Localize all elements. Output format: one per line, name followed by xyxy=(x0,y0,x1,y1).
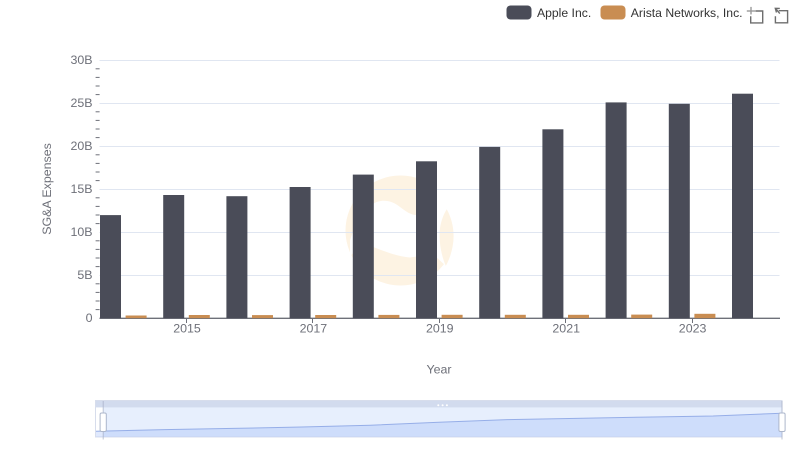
svg-text:2017: 2017 xyxy=(300,322,328,336)
svg-text:Apple Inc.: Apple Inc. xyxy=(537,6,591,20)
svg-text:15B: 15B xyxy=(70,182,92,196)
svg-text:2021: 2021 xyxy=(552,322,580,336)
svg-text:5B: 5B xyxy=(77,268,92,282)
svg-text:2023: 2023 xyxy=(679,322,707,336)
svg-text:25B: 25B xyxy=(70,96,92,110)
svg-text:Year: Year xyxy=(426,363,451,377)
svg-text:SG&A Expenses: SG&A Expenses xyxy=(40,143,54,235)
svg-text:20B: 20B xyxy=(70,139,92,153)
svg-text:10B: 10B xyxy=(70,225,92,239)
svg-text:30B: 30B xyxy=(70,53,92,67)
svg-text:0: 0 xyxy=(86,311,93,325)
svg-text:Arista Networks, Inc.: Arista Networks, Inc. xyxy=(631,6,743,20)
svg-text:2015: 2015 xyxy=(173,322,201,336)
svg-text:2019: 2019 xyxy=(426,322,454,336)
